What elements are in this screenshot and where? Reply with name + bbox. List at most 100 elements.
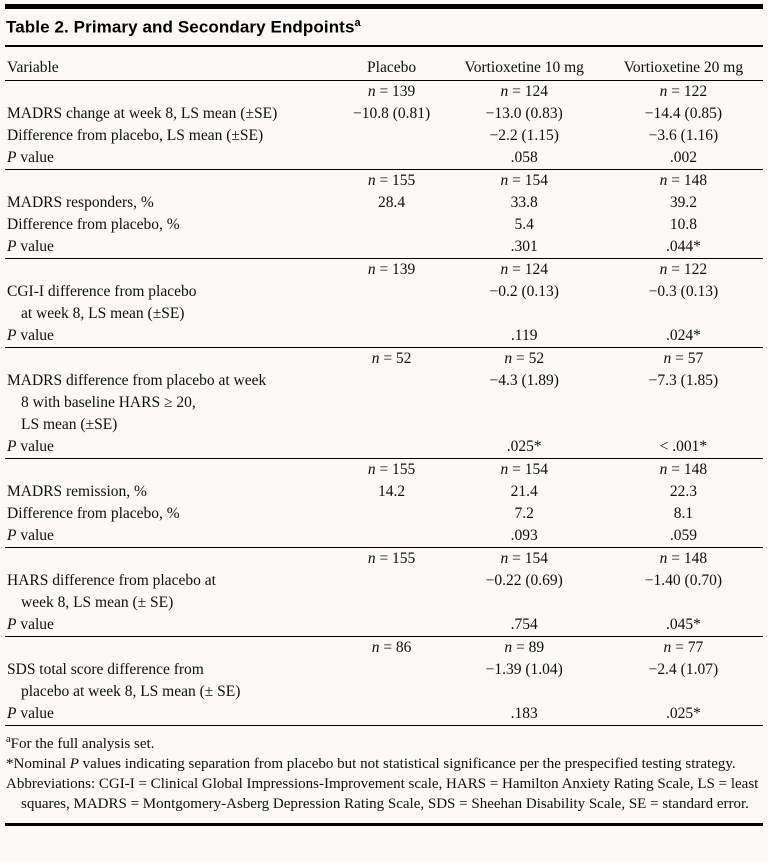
paper-table-page: Table 2. Primary and Secondary Endpoints…	[5, 4, 763, 826]
n-count-cell: n = 52	[338, 346, 445, 370]
variable-label-cell: HARS difference from placebo at week 8, L…	[7, 571, 216, 611]
value-cell: 5.4	[514, 215, 534, 233]
empty-cell	[5, 168, 339, 192]
data-row: Difference from placebo, % 5.4 10.8	[5, 214, 763, 236]
value-cell: .044*	[665, 237, 701, 255]
empty-cell	[5, 79, 339, 103]
n-row: n = 155 n = 154 n = 148	[5, 546, 763, 570]
data-row: MADRS remission, % 14.2 21.4 22.3	[5, 481, 763, 503]
n-count-cell: n = 154	[444, 546, 604, 570]
value-cell: −0.3 (0.13)	[648, 282, 719, 300]
variable-label-cell: P value	[7, 615, 54, 633]
variable-label-cell: P value	[7, 148, 54, 166]
table-title-text: Table 2. Primary and Secondary Endpoints	[6, 17, 355, 37]
value-cell: −0.22 (0.69)	[485, 571, 563, 589]
variable-label-cell: MADRS remission, %	[7, 482, 147, 500]
variable-label-cell: MADRS difference from placebo at week 8 w…	[7, 371, 267, 433]
value-cell: 22.3	[669, 482, 697, 500]
data-row: P value .301 .044*	[5, 236, 763, 259]
value-cell: .183	[510, 704, 538, 722]
n-count-cell: n = 148	[603, 457, 763, 481]
value-cell	[339, 214, 445, 236]
n-count-cell: n = 77	[603, 635, 763, 659]
data-row: MADRS change at week 8, LS mean (±SE) −10…	[5, 103, 763, 125]
value-cell	[339, 281, 445, 325]
table-title-footnote-marker: a	[354, 17, 361, 29]
value-cell: −3.6 (1.16)	[648, 126, 719, 144]
value-cell: .059	[669, 526, 697, 544]
data-row: P value .093 .059	[5, 525, 763, 548]
n-count-cell: n = 57	[603, 346, 763, 370]
value-cell: .002	[669, 148, 697, 166]
value-cell: 8.1	[673, 504, 694, 522]
n-row: n = 52 n = 52 n = 57	[5, 346, 763, 370]
data-row: P value .754 .045*	[5, 614, 763, 637]
variable-label-cell: Difference from placebo, LS mean (±SE)	[7, 126, 264, 144]
n-row: n = 155 n = 154 n = 148	[5, 457, 763, 481]
n-count-cell: n = 122	[603, 79, 763, 103]
empty-cell	[5, 546, 339, 570]
value-cell: .025*	[506, 437, 542, 455]
value-cell: −2.2 (1.15)	[489, 126, 559, 144]
value-cell: .045*	[665, 615, 701, 633]
variable-label-cell: P value	[7, 326, 54, 344]
table-body: n = 139 n = 124 n = 122 MADRS change at wee…	[5, 79, 763, 726]
value-cell: .119	[510, 326, 538, 344]
n-count-cell: n = 124	[444, 79, 604, 103]
table-title: Table 2. Primary and Secondary Endpoints…	[5, 9, 763, 45]
n-row: n = 139 n = 124 n = 122	[5, 79, 763, 103]
data-row: P value .058 .002	[5, 147, 763, 170]
n-count-cell: n = 148	[603, 546, 763, 570]
data-row: CGI-I difference from placebo at week 8, …	[5, 281, 763, 325]
value-cell	[339, 614, 445, 637]
value-cell: −1.40 (0.70)	[644, 571, 722, 589]
n-count-cell: n = 139	[338, 257, 445, 281]
value-cell	[339, 503, 445, 525]
n-count-cell: n = 86	[338, 635, 445, 659]
empty-cell	[5, 635, 339, 659]
variable-label-cell: CGI-I difference from placebo at week 8, …	[7, 282, 197, 322]
n-count-cell: n = 155	[338, 457, 445, 481]
bottom-rule	[5, 822, 763, 826]
variable-label-cell: Difference from placebo, %	[7, 215, 180, 233]
value-cell: −14.4 (0.85)	[644, 104, 722, 122]
header-row: Variable Placebo Vortioxetine 10 mg Vortiox…	[5, 46, 763, 81]
n-count-cell: n = 148	[603, 168, 763, 192]
data-row: P value .183 .025*	[5, 703, 763, 726]
table-header: Variable Placebo Vortioxetine 10 mg Vortiox…	[5, 46, 763, 81]
value-cell: .093	[510, 526, 538, 544]
value-cell: .754	[510, 615, 538, 633]
value-cell: −1.39 (1.04)	[485, 660, 563, 678]
n-count-cell: n = 154	[444, 168, 604, 192]
data-row: MADRS difference from placebo at week 8 w…	[5, 370, 763, 436]
value-cell: −10.8 (0.81)	[352, 104, 431, 122]
variable-label-cell: P value	[7, 526, 54, 544]
variable-label-cell: MADRS change at week 8, LS mean (±SE)	[7, 104, 278, 122]
variable-label-cell: P value	[7, 237, 54, 255]
value-cell	[339, 659, 445, 703]
value-cell: .024*	[665, 326, 701, 344]
n-count-cell: n = 122	[603, 257, 763, 281]
data-row: Difference from placebo, % 7.2 8.1	[5, 503, 763, 525]
n-count-cell: n = 154	[444, 457, 604, 481]
n-row: n = 86 n = 89 n = 77	[5, 635, 763, 659]
value-cell	[339, 570, 445, 614]
value-cell: −0.2 (0.13)	[489, 282, 559, 300]
value-cell: .025*	[665, 704, 701, 722]
empty-cell	[5, 457, 339, 481]
value-cell: 10.8	[669, 215, 697, 233]
value-cell: .301	[510, 237, 538, 255]
value-cell	[339, 525, 445, 548]
value-cell: −4.3 (1.89)	[489, 371, 559, 389]
value-cell: 28.4	[378, 193, 406, 211]
data-row: P value .025* < .001*	[5, 436, 763, 459]
column-header: Variable	[5, 46, 339, 81]
table-footnotes: aFor the full analysis set. *Nominal P va…	[5, 726, 763, 821]
endpoints-table: Variable Placebo Vortioxetine 10 mg Vortiox…	[5, 46, 763, 726]
footnote: Abbreviations: CGI-I = Clinical Global I…	[6, 775, 759, 812]
n-count-cell: n = 155	[338, 546, 445, 570]
variable-label-cell: SDS total score difference from placebo a…	[7, 660, 241, 700]
value-cell	[339, 236, 445, 259]
value-cell: < .001*	[659, 437, 708, 455]
value-cell	[339, 370, 445, 436]
